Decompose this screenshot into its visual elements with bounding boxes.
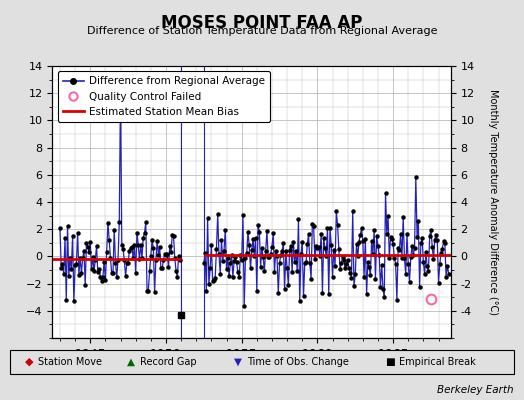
Y-axis label: Monthly Temperature Anomaly Difference (°C): Monthly Temperature Anomaly Difference (…	[488, 89, 498, 315]
Text: ▼: ▼	[234, 357, 243, 367]
Text: ▲: ▲	[127, 357, 135, 367]
Text: Station Move: Station Move	[38, 357, 102, 367]
Legend: Difference from Regional Average, Quality Control Failed, Estimated Station Mean: Difference from Regional Average, Qualit…	[58, 71, 270, 122]
Text: Time of Obs. Change: Time of Obs. Change	[247, 357, 349, 367]
Text: Record Gap: Record Gap	[140, 357, 197, 367]
Text: Empirical Break: Empirical Break	[399, 357, 476, 367]
Text: MOSES POINT FAA AP: MOSES POINT FAA AP	[161, 14, 363, 32]
Text: Berkeley Earth: Berkeley Earth	[437, 385, 514, 395]
Text: ■: ■	[386, 357, 395, 367]
Text: ◆: ◆	[25, 357, 33, 367]
Text: Difference of Station Temperature Data from Regional Average: Difference of Station Temperature Data f…	[87, 26, 437, 36]
